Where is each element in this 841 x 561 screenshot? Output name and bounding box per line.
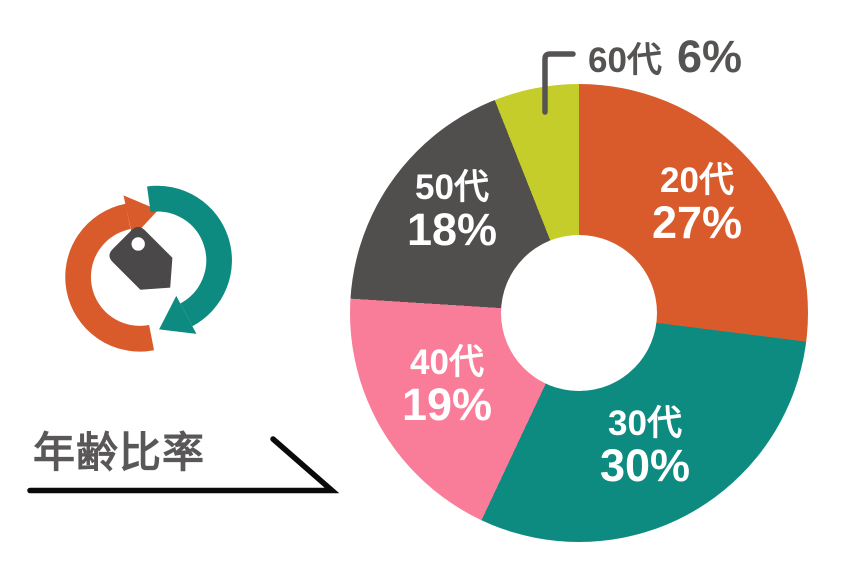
slice-percent: 30%: [599, 440, 691, 491]
slice-name: 30代: [608, 404, 682, 443]
slice-name: 50代: [415, 168, 489, 207]
age-donut-chart: 20代 27% 30代 30% 40代 19% 50代 18%: [350, 84, 808, 542]
page-title: 年齢比率: [33, 429, 206, 476]
slice-name: 60代: [588, 41, 662, 80]
brand-logo: [65, 185, 232, 352]
slice-percent: 27%: [651, 197, 743, 248]
slice-name: 20代: [660, 161, 734, 200]
slice-label-40s: 40代 19%: [402, 344, 492, 428]
callout-line-60s: [542, 51, 576, 115]
price-tag-icon: [109, 226, 173, 290]
teal-recycle-arrow-icon: [147, 185, 232, 334]
slice-percent: 6%: [676, 31, 742, 82]
slice-label-30s: 30代 30%: [600, 405, 690, 489]
orange-recycle-arrow-icon: [65, 195, 159, 352]
slice-label-50s: 50代 18%: [407, 169, 497, 253]
slice-percent: 18%: [406, 204, 498, 255]
slice-name: 40代: [410, 343, 484, 382]
title-pointer-line: [27, 436, 340, 494]
slice-label-60s: 60代 6%: [588, 31, 742, 83]
slice-label-20s: 20代 27%: [652, 162, 742, 246]
donut-hole: [501, 235, 657, 391]
slice-percent: 19%: [401, 379, 493, 430]
